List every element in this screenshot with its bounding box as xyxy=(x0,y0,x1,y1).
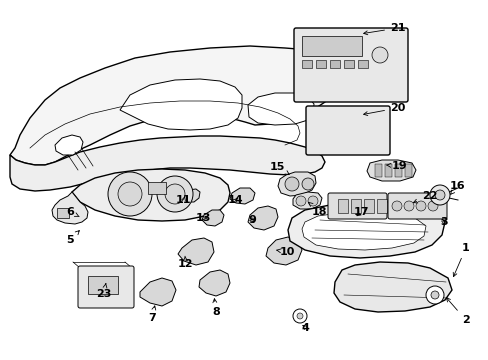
Text: 20: 20 xyxy=(363,103,405,116)
Circle shape xyxy=(403,201,413,211)
Text: 6: 6 xyxy=(66,207,79,217)
Text: 15: 15 xyxy=(269,162,288,175)
Text: 21: 21 xyxy=(363,23,405,35)
Polygon shape xyxy=(302,212,425,250)
Bar xyxy=(343,60,353,68)
Bar xyxy=(315,60,325,68)
Circle shape xyxy=(157,176,193,212)
Text: 10: 10 xyxy=(276,247,295,257)
Polygon shape xyxy=(140,278,176,306)
Polygon shape xyxy=(202,210,224,226)
Polygon shape xyxy=(287,202,444,258)
Polygon shape xyxy=(199,270,229,296)
Circle shape xyxy=(425,286,443,304)
Bar xyxy=(363,199,373,213)
Circle shape xyxy=(371,47,387,63)
Polygon shape xyxy=(265,237,302,265)
Polygon shape xyxy=(52,192,88,224)
Polygon shape xyxy=(10,136,325,191)
Bar xyxy=(329,60,339,68)
Circle shape xyxy=(434,190,444,200)
Circle shape xyxy=(285,177,298,191)
Bar xyxy=(374,164,381,177)
Polygon shape xyxy=(55,135,83,155)
Bar xyxy=(337,199,347,213)
Text: 12: 12 xyxy=(178,256,193,269)
Text: 16: 16 xyxy=(449,181,465,194)
Circle shape xyxy=(427,201,437,211)
Text: 4: 4 xyxy=(302,323,309,333)
Polygon shape xyxy=(181,189,200,202)
Polygon shape xyxy=(178,238,214,265)
Polygon shape xyxy=(292,192,321,209)
FancyBboxPatch shape xyxy=(305,106,389,155)
Polygon shape xyxy=(366,160,415,181)
Circle shape xyxy=(307,196,317,206)
Polygon shape xyxy=(247,93,313,125)
Circle shape xyxy=(164,184,184,204)
Bar xyxy=(357,60,367,68)
Circle shape xyxy=(302,178,313,190)
FancyBboxPatch shape xyxy=(78,266,134,308)
Bar xyxy=(88,276,118,294)
Circle shape xyxy=(292,309,306,323)
FancyBboxPatch shape xyxy=(387,193,446,219)
Circle shape xyxy=(415,201,425,211)
Text: 9: 9 xyxy=(247,215,255,225)
Polygon shape xyxy=(10,46,345,165)
Bar xyxy=(376,199,386,213)
Polygon shape xyxy=(72,169,229,221)
Polygon shape xyxy=(120,79,242,130)
FancyBboxPatch shape xyxy=(327,193,386,219)
Bar xyxy=(394,164,401,177)
Text: 3: 3 xyxy=(439,217,447,227)
Text: 13: 13 xyxy=(196,213,211,223)
Text: 8: 8 xyxy=(212,299,219,317)
Polygon shape xyxy=(229,188,254,204)
Text: 18: 18 xyxy=(308,202,327,217)
Bar xyxy=(384,164,391,177)
Polygon shape xyxy=(333,262,451,312)
Bar xyxy=(302,36,361,56)
Circle shape xyxy=(430,291,438,299)
Text: 11: 11 xyxy=(176,195,191,205)
Bar xyxy=(302,60,311,68)
Circle shape xyxy=(118,182,142,206)
Circle shape xyxy=(295,196,305,206)
Polygon shape xyxy=(247,206,278,230)
Circle shape xyxy=(391,201,401,211)
Bar xyxy=(404,164,411,177)
Text: 22: 22 xyxy=(412,191,437,203)
FancyBboxPatch shape xyxy=(293,28,407,102)
Bar xyxy=(350,199,360,213)
Text: 7: 7 xyxy=(148,306,156,323)
Circle shape xyxy=(429,185,449,205)
Text: 17: 17 xyxy=(353,207,369,217)
Text: 5: 5 xyxy=(66,231,79,245)
Bar xyxy=(57,208,69,218)
Bar xyxy=(148,182,165,194)
Text: 19: 19 xyxy=(386,161,407,171)
Text: 1: 1 xyxy=(452,243,469,276)
Circle shape xyxy=(108,172,152,216)
Polygon shape xyxy=(278,172,315,196)
Text: 23: 23 xyxy=(96,283,111,299)
Circle shape xyxy=(296,313,303,319)
Text: 14: 14 xyxy=(227,195,243,205)
Text: 2: 2 xyxy=(446,298,469,325)
